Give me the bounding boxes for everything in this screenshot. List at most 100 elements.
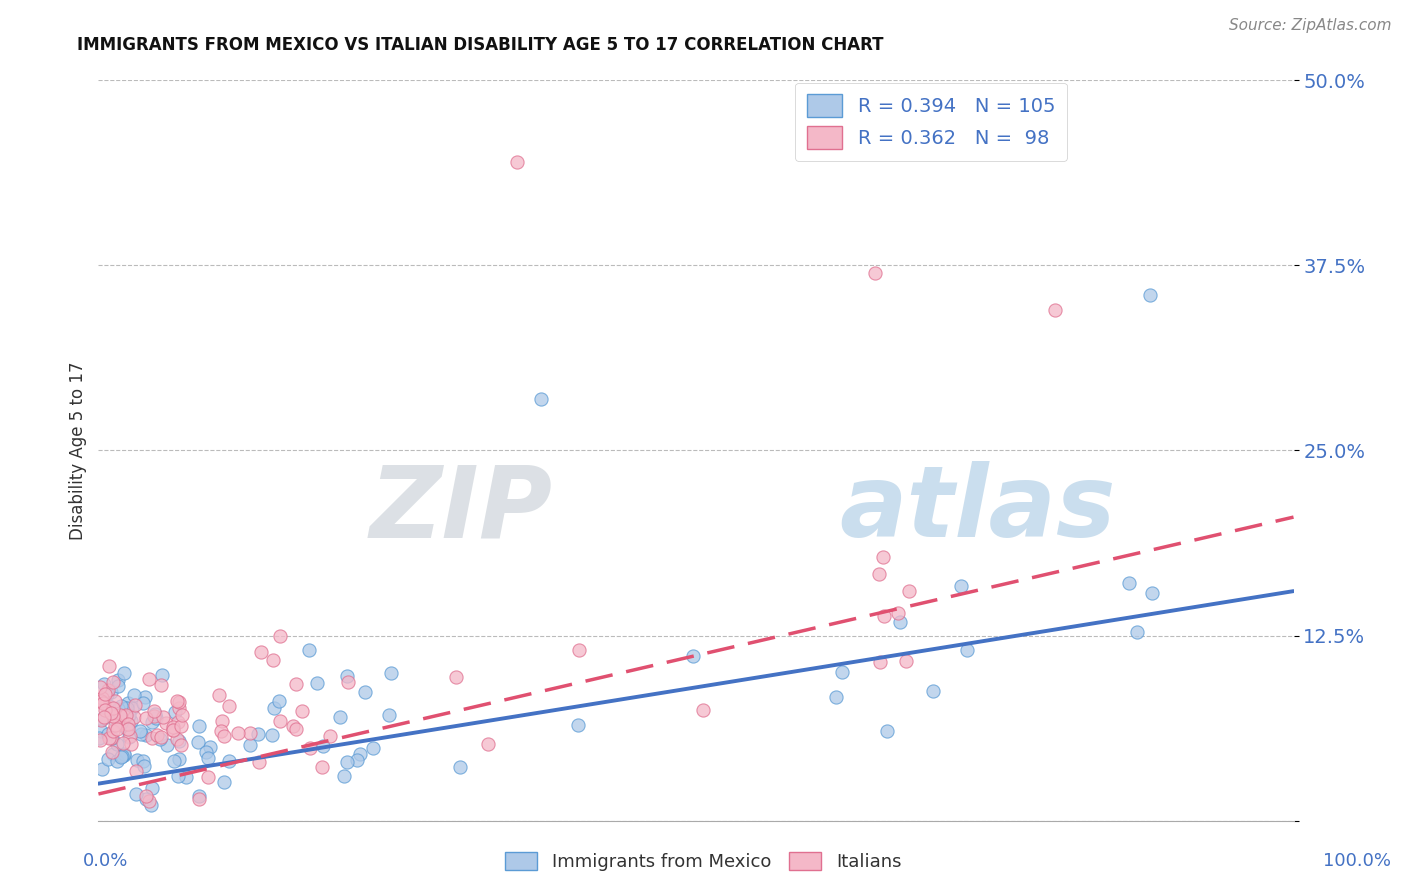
Point <box>101 731 124 745</box>
Point <box>117 717 139 731</box>
Point <box>169 700 191 714</box>
Point <box>90 762 112 776</box>
Legend: Immigrants from Mexico, Italians: Immigrants from Mexico, Italians <box>498 845 908 879</box>
Point <box>290 704 312 718</box>
Point <box>115 700 138 714</box>
Point <box>143 707 166 722</box>
Point <box>530 392 553 406</box>
Point <box>135 792 157 806</box>
Point <box>922 684 945 698</box>
Point <box>112 736 135 750</box>
Point <box>197 751 219 765</box>
Point <box>333 769 356 783</box>
Point <box>262 729 284 743</box>
Point <box>285 722 308 736</box>
Point <box>110 708 132 723</box>
Point <box>90 694 112 708</box>
Point <box>263 701 285 715</box>
Point <box>90 713 112 727</box>
Point <box>112 708 135 723</box>
Point <box>101 674 124 689</box>
Point <box>98 699 121 714</box>
Point <box>228 726 250 740</box>
Point <box>307 676 329 690</box>
Point <box>567 718 589 732</box>
Point <box>167 733 190 747</box>
Point <box>311 760 333 774</box>
Point <box>124 698 146 713</box>
Point <box>329 710 352 724</box>
Point <box>93 703 115 717</box>
Point <box>378 707 401 722</box>
Point <box>100 684 122 698</box>
Point <box>349 747 371 761</box>
Point <box>134 690 156 704</box>
Point <box>101 723 124 738</box>
Point <box>111 713 134 727</box>
Point <box>97 659 120 673</box>
Point <box>249 755 271 769</box>
Point <box>1043 302 1066 317</box>
Point <box>889 615 911 629</box>
Point <box>111 748 134 763</box>
Point <box>132 759 155 773</box>
Point <box>149 731 172 746</box>
Point <box>98 731 121 746</box>
Point <box>115 707 138 722</box>
Point <box>166 694 188 708</box>
Point <box>90 724 112 739</box>
Point <box>112 747 135 761</box>
Point <box>121 700 143 714</box>
Point <box>167 752 190 766</box>
Point <box>188 718 211 732</box>
Point <box>89 731 111 745</box>
Point <box>162 723 184 738</box>
Point <box>122 688 145 702</box>
Point <box>97 727 120 741</box>
Point <box>101 709 124 723</box>
Point <box>262 653 284 667</box>
Point <box>824 690 846 704</box>
Point <box>112 748 135 763</box>
Point <box>281 719 304 733</box>
Point <box>91 696 114 710</box>
Point <box>91 690 114 705</box>
Point <box>117 720 139 734</box>
Point <box>103 712 125 726</box>
Point <box>894 654 917 668</box>
Point <box>380 665 402 680</box>
Point <box>114 701 136 715</box>
Point <box>141 781 163 796</box>
Point <box>195 745 218 759</box>
Point <box>135 789 157 804</box>
Point <box>97 752 120 766</box>
Point <box>112 666 135 681</box>
Point <box>107 702 129 716</box>
Point <box>1125 624 1147 639</box>
Point <box>135 728 157 742</box>
Point <box>105 722 128 736</box>
Text: atlas: atlas <box>839 461 1116 558</box>
Point <box>93 697 115 711</box>
Point <box>117 722 139 736</box>
Point <box>444 670 467 684</box>
Point <box>93 709 115 723</box>
Point <box>186 735 208 749</box>
Text: 100.0%: 100.0% <box>1323 852 1391 870</box>
Point <box>150 678 173 692</box>
Point <box>117 696 139 710</box>
Point <box>363 741 385 756</box>
Point <box>107 718 129 732</box>
Point <box>146 728 169 742</box>
Point <box>155 716 177 731</box>
Point <box>336 669 359 683</box>
Point <box>103 717 125 731</box>
Point <box>166 732 188 747</box>
Y-axis label: Disability Age 5 to 17: Disability Age 5 to 17 <box>69 361 87 540</box>
Point <box>105 755 128 769</box>
Point <box>285 677 308 691</box>
Point <box>89 732 111 747</box>
Point <box>873 609 896 624</box>
Point <box>142 709 165 723</box>
Point <box>506 154 529 169</box>
